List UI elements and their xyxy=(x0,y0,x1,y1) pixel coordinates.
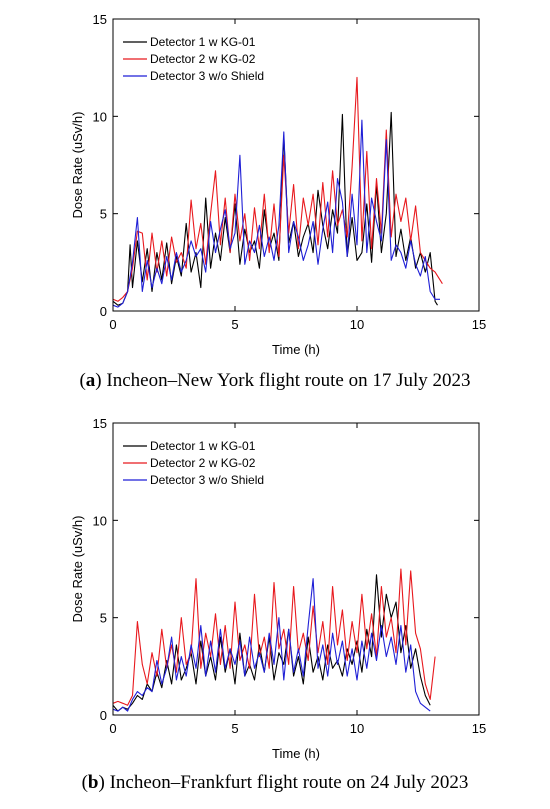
chart-a-x-tick-label: 0 xyxy=(109,317,116,332)
chart-b-y-tick-label: 0 xyxy=(100,708,107,723)
chart-a-y-axis-label: Dose Rate (uSv/h) xyxy=(70,112,85,219)
caption-b-label: b xyxy=(87,772,99,793)
chart-a-y-tick-label: 0 xyxy=(100,304,107,319)
chart-b-y-axis-label: Dose Rate (uSv/h) xyxy=(70,516,85,623)
chart-a-series-line-1 xyxy=(112,111,438,306)
chart-b-y-tick-label: 15 xyxy=(93,416,107,431)
chart-a-plot-frame xyxy=(112,18,480,312)
chart-a-series-line-3 xyxy=(112,119,440,308)
chart-b-x-tick-label: 15 xyxy=(472,721,486,736)
chart-a-y-tick-label: 15 xyxy=(93,12,107,27)
caption-a: (a) Incheon–New York flight route on 17 … xyxy=(79,370,471,391)
caption-b-text: ) Incheon–Frankfurt flight route on 24 J… xyxy=(98,772,469,793)
chart-a-y-tick-label: 5 xyxy=(100,207,107,222)
chart-b-x-tick-label: 0 xyxy=(109,721,116,736)
chart-b-y-tick-label: 10 xyxy=(93,513,107,528)
chart-b-legend-label-3: Detector 3 w/o Shield xyxy=(150,473,264,487)
chart-a-series-line-2 xyxy=(112,76,443,302)
chart-a-x-axis-label: Time (h) xyxy=(272,342,320,357)
chart-b-y-tick-label: 5 xyxy=(100,611,107,626)
caption-a-text: ) Incheon–New York flight route on 17 Ju… xyxy=(95,370,471,391)
chart-a-x-tick-label: 10 xyxy=(350,317,364,332)
chart-a-y-tick-label: 10 xyxy=(93,109,107,124)
chart-a-legend-label-1: Detector 1 w KG-01 xyxy=(150,35,256,49)
chart-a-legend-label-3: Detector 3 w/o Shield xyxy=(150,69,264,83)
chart-a-x-tick-label: 15 xyxy=(472,317,486,332)
chart-a-x-tick-label: 5 xyxy=(231,317,238,332)
caption-b: (b) Incheon–Frankfurt flight route on 24… xyxy=(81,772,469,793)
caption-a-label: a xyxy=(85,370,96,391)
chart-b-plot-frame xyxy=(112,422,480,716)
chart-b: 0 5 10 15 0 5 10 15 Time (h) Dose Rate (uSv/h) Det… xyxy=(70,416,486,761)
chart-b-x-axis-label: Time (h) xyxy=(272,746,320,761)
chart-b-x-tick-label: 10 xyxy=(350,721,364,736)
chart-b-x-tick-label: 5 xyxy=(231,721,238,736)
chart-a: 0 5 10 15 0 5 10 15 Time (h) Dose Rate (uSv/h) Det… xyxy=(70,12,486,357)
chart-b-legend-label-1: Detector 1 w KG-01 xyxy=(150,439,256,453)
chart-b-series-line-3 xyxy=(112,578,431,712)
chart-b-legend-label-2: Detector 2 w KG-02 xyxy=(150,456,256,470)
chart-a-legend-label-2: Detector 2 w KG-02 xyxy=(150,52,256,66)
